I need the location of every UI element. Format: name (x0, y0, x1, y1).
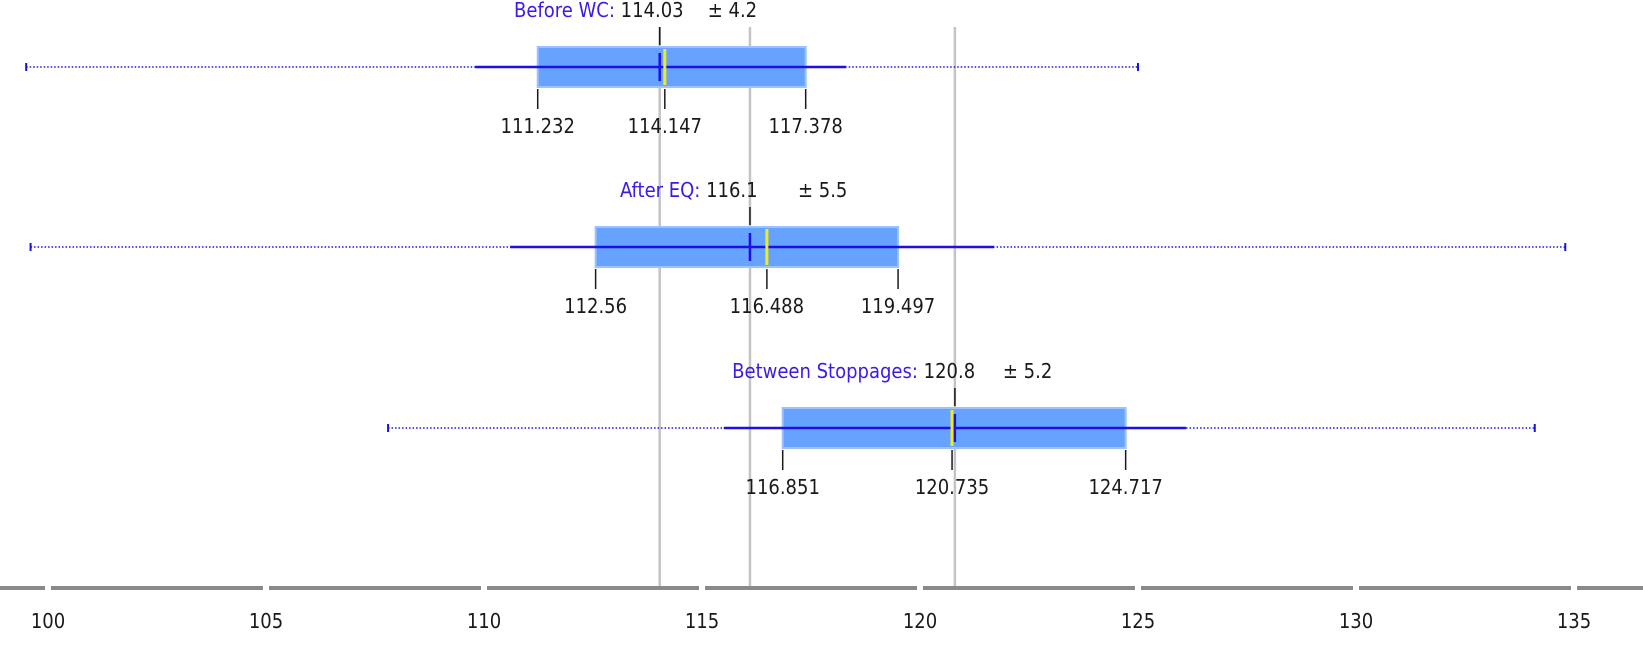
median-value-label: 116.488 (730, 294, 804, 318)
series-mean-value: 116.1 (706, 178, 758, 202)
x-tick-label: 135 (1557, 609, 1591, 633)
median-value-label: 114.147 (628, 114, 702, 138)
x-tick-label: 120 (903, 609, 937, 633)
x-tick-mark (699, 586, 705, 590)
x-tick-mark (1571, 586, 1577, 590)
series-sd-value: ± 4.2 (708, 0, 757, 22)
mean-reference-lines (658, 27, 957, 588)
x-tick-label: 100 (31, 609, 65, 633)
q3-value-label: 124.717 (1088, 475, 1162, 499)
series-label: Between Stoppages: 120.8 (732, 359, 975, 383)
series-mean-value: 120.8 (924, 359, 976, 383)
q1-value-label: 116.851 (746, 475, 820, 499)
series-sd-value: ± 5.2 (1003, 359, 1052, 383)
q3-value-label: 117.378 (768, 114, 842, 138)
median-value-label: 120.735 (915, 475, 989, 499)
box-series: After EQ: 116.1 ± 5.5 112.56 116.488 119.497 (29, 178, 1567, 318)
x-tick-label: 110 (467, 609, 501, 633)
series-name: Between Stoppages: (732, 359, 923, 383)
series-label: After EQ: 116.1 (620, 178, 758, 202)
series-name: After EQ: (620, 178, 706, 202)
x-tick-label: 115 (685, 609, 719, 633)
box-series: Between Stoppages: 120.8 ± 5.2 116.851 120.… (387, 359, 1536, 499)
x-tick-mark (45, 586, 51, 590)
box-series-group: Before WC: 114.03 ± 4.2 111.232 114.147 117.… (25, 0, 1567, 499)
q1-value-label: 111.232 (501, 114, 575, 138)
x-tick-label: 125 (1121, 609, 1155, 633)
x-tick-mark (1135, 586, 1141, 590)
q1-value-label: 112.56 (564, 294, 627, 318)
series-sd-value: ± 5.5 (798, 178, 847, 202)
q3-value-label: 119.497 (861, 294, 935, 318)
x-tick-label: 105 (249, 609, 283, 633)
x-tick-label: 130 (1339, 609, 1373, 633)
x-tick-mark (481, 586, 487, 590)
x-tick-mark (917, 586, 923, 590)
x-tick-mark (263, 586, 269, 590)
series-name: Before WC: (514, 0, 621, 22)
x-tick-mark (1353, 586, 1359, 590)
x-axis: 100 105 110 115 120 125 130 135 (0, 586, 1643, 633)
series-mean-value: 114.03 (621, 0, 684, 22)
series-label: Before WC: 114.03 (514, 0, 684, 22)
box-series: Before WC: 114.03 ± 4.2 111.232 114.147 117.… (25, 0, 1139, 138)
